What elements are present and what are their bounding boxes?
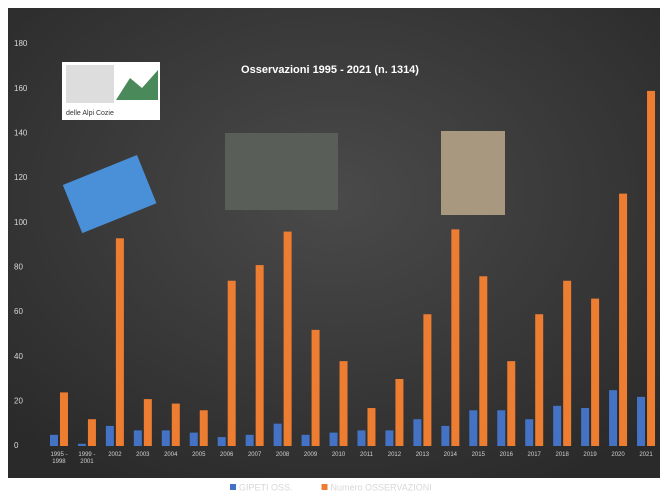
y-tick-label: 120 xyxy=(14,173,28,182)
x-tick-label: 2002 xyxy=(108,452,122,458)
bar xyxy=(161,430,170,446)
bar xyxy=(497,410,506,446)
x-tick-label: 2004 xyxy=(164,452,178,458)
bar xyxy=(245,434,254,446)
bar xyxy=(133,430,142,446)
bar xyxy=(273,423,282,446)
x-tick-label: 2007 xyxy=(247,452,262,458)
x-tick-label: 2011 xyxy=(360,452,373,458)
bar xyxy=(283,231,292,446)
bar xyxy=(301,434,310,446)
x-tick-label: 1995 - 1998 xyxy=(50,452,68,465)
x-tick-label: 2005 xyxy=(192,452,206,458)
x-tick-label: 2009 xyxy=(303,452,318,458)
x-tick-label: 2010 xyxy=(331,452,346,458)
bar xyxy=(77,443,86,446)
bar xyxy=(385,430,394,446)
bar xyxy=(217,437,226,446)
y-tick-label: 160 xyxy=(14,84,28,93)
x-tick-label: 2006 xyxy=(220,452,234,458)
x-tick-label: 2017 xyxy=(527,452,541,458)
x-tick-label: 2014 xyxy=(443,452,457,458)
bar xyxy=(525,419,534,446)
bar xyxy=(469,410,478,446)
bar xyxy=(227,280,236,446)
bar xyxy=(105,425,114,446)
bar xyxy=(609,390,618,446)
bar xyxy=(311,329,320,446)
y-tick-label: 180 xyxy=(14,39,28,48)
bar xyxy=(339,361,348,446)
bar xyxy=(413,419,422,446)
y-tick-label: 20 xyxy=(14,396,23,405)
bar xyxy=(619,193,628,446)
bar xyxy=(553,405,562,446)
x-tick-label: 1999 - 2001 xyxy=(78,452,96,465)
bar xyxy=(87,419,96,446)
bar xyxy=(479,276,488,446)
y-tick-label: 0 xyxy=(14,441,19,450)
bar xyxy=(357,430,366,446)
photo xyxy=(225,133,338,210)
x-tick-label: 2012 xyxy=(387,452,402,458)
x-tick-label: 2015 xyxy=(471,452,485,458)
bar xyxy=(563,280,572,446)
x-tick-label: 2008 xyxy=(275,452,290,458)
x-tick-label: 2013 xyxy=(415,452,430,458)
x-tick-label: 2003 xyxy=(136,452,150,458)
logo-grid xyxy=(66,65,114,103)
bar xyxy=(441,425,450,446)
y-tick-label: 100 xyxy=(14,218,28,227)
bar xyxy=(189,432,198,446)
bar xyxy=(647,90,656,447)
legend-label: Numero OSSERVAZIONI xyxy=(331,482,432,492)
bar xyxy=(507,361,516,446)
bar xyxy=(329,432,338,446)
y-tick-label: 80 xyxy=(14,262,23,271)
bar xyxy=(255,265,264,446)
legend-swatch xyxy=(230,484,236,490)
bar xyxy=(535,314,544,446)
photo xyxy=(441,131,505,215)
photo xyxy=(62,154,157,234)
x-tick-label: 2021 xyxy=(639,452,653,458)
y-tick-label: 40 xyxy=(14,352,23,361)
x-tick-label: 2018 xyxy=(555,452,569,458)
bar xyxy=(423,314,432,446)
y-tick-label: 140 xyxy=(14,128,28,137)
logo-mountain xyxy=(116,70,158,100)
bar xyxy=(199,410,208,446)
bar xyxy=(581,408,590,446)
bar xyxy=(591,298,600,446)
x-tick-label: 2020 xyxy=(611,452,625,458)
x-tick-label: 2016 xyxy=(499,452,513,458)
logo-text: delle Alpi Cozie xyxy=(66,110,114,117)
y-tick-label: 60 xyxy=(14,307,23,316)
bar xyxy=(395,379,404,446)
legend-label: GIPETI OSS. xyxy=(239,482,293,492)
bar xyxy=(637,396,646,446)
x-tick-label: 2019 xyxy=(583,452,597,458)
bar xyxy=(367,408,376,446)
bar xyxy=(171,403,180,446)
bar xyxy=(115,238,124,446)
bar xyxy=(451,229,460,446)
chart-title: Osservazioni 1995 - 2021 (n. 1314) xyxy=(241,64,419,76)
bar xyxy=(49,434,58,446)
bar xyxy=(143,399,152,446)
legend-swatch xyxy=(321,484,328,490)
bar xyxy=(59,392,68,446)
